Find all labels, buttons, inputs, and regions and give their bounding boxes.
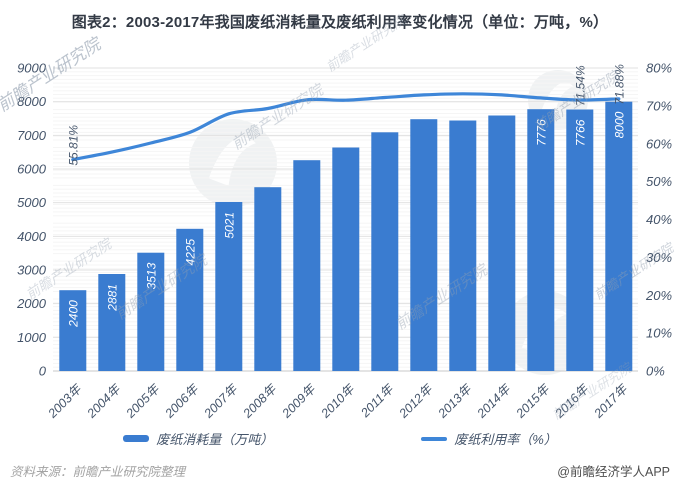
bar-value-label: 2881 [105,284,119,312]
chart-title: 图表2：2003-2017年我国废纸消耗量及废纸利用率变化情况（单位：万吨，%） [71,14,609,31]
bar-2003年[interactable] [59,290,87,371]
bar-2010年[interactable] [332,147,360,372]
x-axis-tick: 2015年 [513,381,553,421]
bar-value-label: 5021 [222,212,236,239]
watermark-text: 前瞻产业研究院 [393,261,492,334]
bar-value-label: 2400 [66,300,80,328]
bar-2014年[interactable] [488,115,516,372]
x-axis-tick: 2005年 [123,381,163,421]
rate-value-label: 55.81% [66,125,80,166]
bar-value-label: 4225 [183,238,197,265]
left-axis-tick: 6000 [17,162,47,177]
line-series-swatch-icon [421,436,448,441]
left-axis-tick: 5000 [17,195,47,210]
x-axis-tick: 2010年 [318,381,358,421]
bar-2007年[interactable] [215,202,243,371]
bar-value-label: 8000 [612,111,626,138]
bar-2015年[interactable] [527,109,555,371]
x-axis-tick: 2013年 [435,381,475,421]
x-axis-tick: 2006年 [162,381,202,421]
left-axis-tick: 2000 [16,296,47,311]
x-axis-tick: 2011年 [357,381,397,421]
bar-2012年[interactable] [410,119,438,371]
rate-value-label: 71.54% [573,65,587,106]
right-axis-tick: 20% [645,288,672,303]
x-axis-tick: 2007年 [201,381,241,421]
bar-series-swatch-icon [123,435,150,442]
bar-2004年[interactable] [98,274,126,371]
x-axis-tick: 2003年 [45,381,85,421]
left-axis-tick: 4000 [17,229,47,244]
brand-note: @前瞻经济学人APP [557,465,670,479]
bar-2017年[interactable] [605,101,633,371]
legend-item-utilization[interactable]: 废纸利用率（%） [421,429,557,448]
bar-value-label: 3513 [144,262,158,289]
bar-series [59,101,633,372]
left-axis-tick: 1000 [17,330,47,345]
source-note: 资料来源：前瞻产业研究院整理 [10,465,186,479]
bar-2013年[interactable] [449,120,477,372]
left-axis-tick: 3000 [17,263,47,278]
x-axis-tick: 2014年 [474,381,514,421]
right-axis-tick: 70% [646,98,672,113]
legend-label-utilization: 废纸利用率（%） [454,432,557,447]
bar-value-label: 7766 [573,119,587,146]
bar-labels: 2400 2881 3513 4225 5021 7776 7766 8000 [66,111,626,328]
bar-2008年[interactable] [254,187,282,371]
right-axis-tick: 40% [646,212,672,227]
right-axis-tick: 0% [646,364,665,379]
utilization-rate-line[interactable] [71,92,621,162]
footer: 资料来源：前瞻产业研究院整理 @前瞻经济学人APP [10,461,670,480]
bar-2005年[interactable] [137,252,165,371]
x-axis-tick: 2008年 [240,381,280,421]
right-axis-tick: 60% [646,136,672,151]
left-axis-tick: 0 [39,364,47,379]
x-axis-tick: 2009年 [279,381,319,421]
left-axis-tick: 9000 [17,61,47,76]
rate-labels: 55.81% 71.54% 71.88% [66,64,626,166]
legend-label-consumption: 废纸消耗量（万吨） [156,432,274,447]
x-axis-tick: 2004年 [84,381,124,421]
right-axis-tick: 10% [646,326,672,341]
right-axis-tick: 30% [646,250,672,265]
right-axis-tick: 80% [646,61,672,76]
x-axis-tick: 2012年 [396,381,436,421]
watermark-text: 前瞻产业研究院 [323,11,409,74]
bar-2016年[interactable] [566,109,594,372]
bar-2011年[interactable] [371,132,399,371]
bar-2006年[interactable] [176,228,204,371]
legend-item-consumption[interactable]: 废纸消耗量（万吨） [123,429,273,448]
bar-2009年[interactable] [293,160,321,371]
rate-value-label: 71.88% [612,64,626,105]
legend: 废纸消耗量（万吨） 废纸利用率（%） [0,429,680,448]
bar-value-label: 7776 [534,119,548,146]
right-axis-tick: 50% [646,174,672,189]
left-axis-tick: 8000 [17,94,47,109]
left-axis-tick: 7000 [17,128,47,143]
watermark-text: 前瞻产业研究院 [0,33,106,115]
